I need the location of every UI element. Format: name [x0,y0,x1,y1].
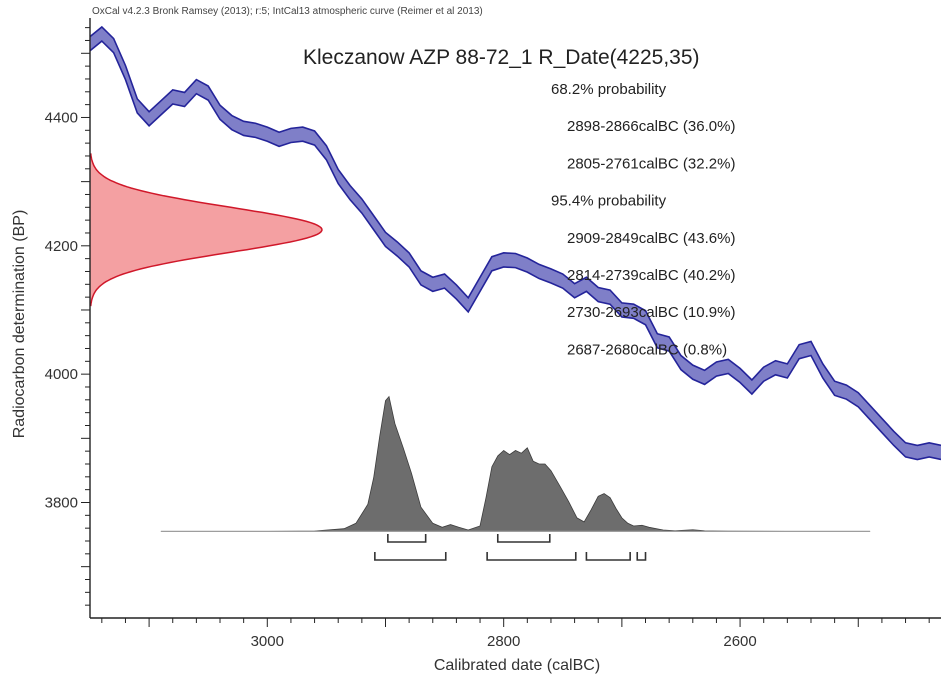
range-bracket-95.4-3 [486,552,577,561]
chart-title: Kleczanow AZP 88-72_1 R_Date(4225,35) [303,46,700,69]
radiocarbon-gaussian-fill [90,153,322,307]
probability-range-brackets [374,534,647,561]
calibration-upper-edge [89,25,941,447]
probability-range-text: 2814-2739calBC (40.2%) [567,267,735,284]
radiocarbon-gaussian-edge [89,153,323,307]
x-tick-label: 3000 [251,633,284,650]
probability-range-text: 2687-2680calBC (0.8%) [567,341,727,358]
x-tick-label: 2800 [487,633,520,650]
calibrated-date-distribution [160,395,871,532]
y-tick-label: 4400 [45,109,78,126]
calibrated-distribution-area [160,395,871,532]
y-axis-label: Radiocarbon determination (BP) [11,210,28,439]
probability-range-text: 2909-2849calBC (43.6%) [567,230,735,247]
radiocarbon-date-distribution [89,153,323,307]
range-bracket-95.4-2 [374,552,447,561]
probability-range-text: 2730-2693calBC (10.9%) [567,304,735,321]
y-tick-label: 4200 [45,238,78,255]
x-tick-label: 2600 [723,633,756,650]
calibration-curve [89,25,941,461]
probability-annotations: 68.2% probability 2898-2866calBC (36.0%) 2… [551,81,735,358]
y-tick-label: 3800 [45,494,78,511]
calibration-band [90,27,941,460]
probability-range-text: 2805-2761calBC (32.2%) [567,155,735,172]
range-bracket-95.4-4 [585,552,631,561]
range-bracket-68.2-0 [387,534,427,543]
probability-heading: 95.4% probability [551,193,667,210]
y-tick-label: 4000 [45,366,78,383]
probability-range-text: 2898-2866calBC (36.0%) [567,118,735,135]
calibration-lower-edge [89,40,941,461]
range-bracket-68.2-1 [496,534,551,543]
probability-heading: 68.2% probability [551,81,667,98]
range-bracket-95.4-5 [636,552,647,561]
chart-header: OxCal v4.2.3 Bronk Ramsey (2013); r:5; I… [92,6,483,17]
axes: 3000 2800 2600 3800 4000 4200 4400 [45,18,941,650]
x-axis-label: Calibrated date (calBC) [434,657,600,674]
